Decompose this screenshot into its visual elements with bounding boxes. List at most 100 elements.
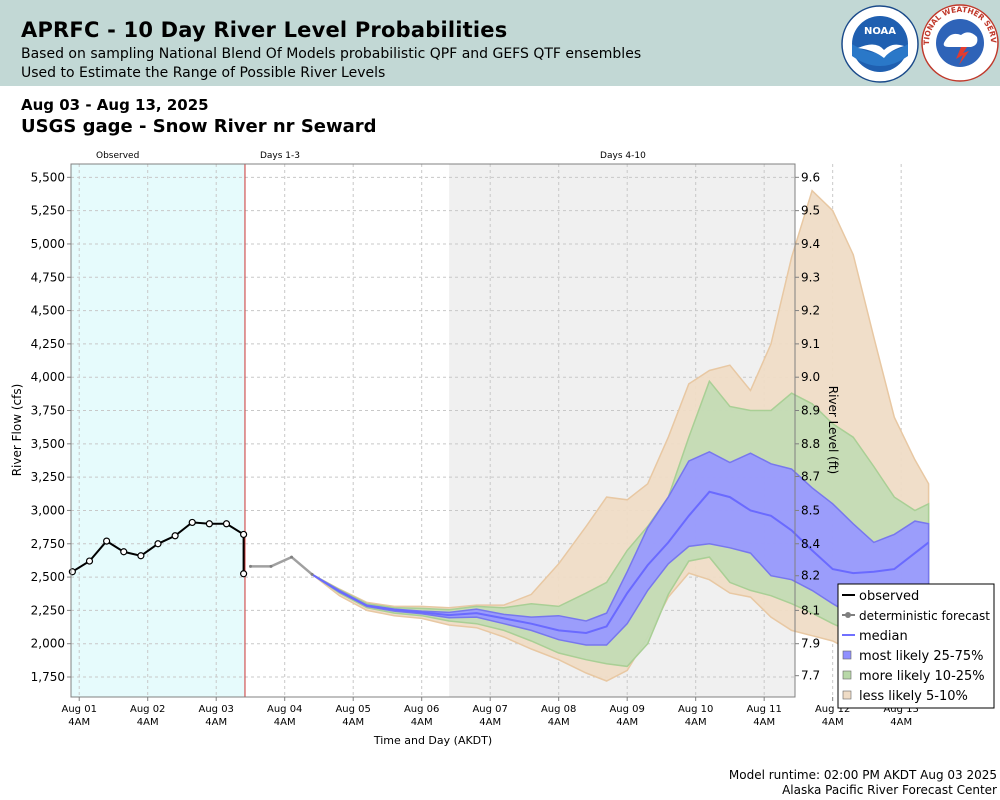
y2-axis-label: River Level (ft) [826, 386, 840, 474]
x-tick-sublabel: 4AM [548, 717, 570, 728]
y-tick-label: 4,250 [31, 337, 65, 351]
legend-label: observed [859, 589, 919, 604]
y-tick-label: 5,250 [31, 204, 65, 218]
y-tick-label: 4,500 [31, 304, 65, 318]
y-tick-label: 3,000 [31, 503, 65, 517]
noaa-logo-text: NOAA [864, 26, 896, 37]
deterministic-forecast-point [290, 555, 294, 559]
date-range: Aug 03 - Aug 13, 2025 [21, 96, 209, 114]
observed-point [222, 520, 231, 528]
y-tick-label: 5,000 [31, 237, 65, 251]
y2-tick-label: 8.9 [801, 404, 820, 418]
y2-tick-label: 7.9 [801, 637, 820, 651]
y2-tick-label: 8.4 [801, 537, 820, 551]
x-tick-sublabel: 4AM [479, 717, 501, 728]
gage-name: USGS gage - Snow River nr Seward [21, 116, 377, 137]
x-axis-label: Time and Day (AKDT) [373, 734, 492, 747]
deterministic-forecast-point [248, 564, 252, 568]
header-banner: APRFC - 10 Day River Level Probabilities… [0, 0, 1000, 86]
x-tick-sublabel: 4AM [616, 717, 638, 728]
x-tick-label: Aug 08 [541, 704, 576, 715]
legend-label: more likely 10-25% [859, 669, 985, 684]
x-tick-sublabel: 4AM [753, 717, 775, 728]
x-tick-sublabel: 4AM [342, 717, 364, 728]
deterministic-forecast-point [269, 564, 273, 568]
legend-swatch [842, 690, 852, 700]
x-tick-sublabel: 4AM [685, 717, 707, 728]
x-tick-label: Aug 11 [746, 704, 781, 715]
x-tick-label: Aug 10 [678, 704, 713, 715]
model-runtime: Model runtime: 02:00 PM AKDT Aug 03 2025 [728, 768, 997, 782]
y2-tick-label: 8.7 [801, 469, 820, 483]
y-tick-label: 2,500 [31, 570, 65, 584]
y-tick-label: 2,250 [31, 603, 65, 617]
x-tick-label: Aug 03 [198, 704, 233, 715]
y-tick-label: 5,500 [31, 170, 65, 184]
x-tick-sublabel: 4AM [822, 717, 844, 728]
legend-label: less likely 5-10% [859, 689, 968, 704]
y-tick-label: 1,750 [31, 670, 65, 684]
river-probability-chart: Observed Days 1-3 Days 4-10 1,750 2,000 2,25… [10, 151, 995, 747]
observed-point [171, 532, 179, 540]
page-subtitle-2: Used to Estimate the Range of Possible R… [21, 65, 386, 81]
y2-tick-label: 9.2 [801, 304, 820, 318]
legend-swatch [842, 670, 852, 680]
x-tick-label: Aug 04 [267, 704, 302, 715]
noaa-logo: NOAA [841, 5, 919, 83]
x-tick-label: Aug 02 [130, 704, 165, 715]
probability-bands [311, 189, 930, 682]
y2-tick-label: 9.0 [801, 370, 820, 384]
y-tick-label: 3,750 [31, 404, 65, 418]
y2-tick-label: 8.8 [801, 437, 820, 451]
y2-tick-label: 7.7 [801, 669, 820, 683]
x-tick-label: Aug 12 [815, 704, 850, 715]
y2-tick-label: 9.3 [801, 270, 820, 284]
x-tick-label: Aug 01 [62, 704, 97, 715]
plot-frame [70, 163, 796, 698]
region-label-0: Observed [96, 151, 139, 161]
observed-point [240, 530, 248, 539]
observed-point [188, 518, 196, 527]
x-tick-label: Aug 13 [883, 704, 918, 715]
x-tick-sublabel: 4AM [137, 717, 159, 728]
y2-tick-label: 9.1 [801, 337, 820, 351]
page-title: APRFC - 10 Day River Level Probabilities [21, 18, 508, 42]
axes: 1,750 2,000 2,250 2,500 2,750 3,000 3,250 3,500… [31, 163, 919, 728]
x-tick-label: Aug 07 [472, 704, 507, 715]
x-tick-label: Aug 09 [609, 704, 644, 715]
median-line [311, 490, 930, 635]
y2-tick-label: 9.5 [801, 204, 820, 218]
observed-point [137, 552, 145, 560]
observed-point [68, 568, 76, 576]
axis-labels: Time and Day (AKDT) River Flow (cfs) Riv… [10, 384, 840, 747]
x-tick-sublabel: 4AM [411, 717, 433, 728]
legend-box [837, 583, 995, 709]
y2-tick-label: 8.1 [801, 603, 820, 617]
y-tick-label: 2,750 [31, 537, 65, 551]
y2-tick-label: 9.4 [801, 237, 820, 251]
forecast-center: Alaska Pacific River Forecast Center [782, 783, 997, 797]
y-tick-label: 3,250 [31, 470, 65, 484]
x-tick-sublabel: 4AM [205, 717, 227, 728]
x-tick-label: Aug 05 [335, 704, 370, 715]
y-tick-label: 3,500 [31, 437, 65, 451]
legend-swatch [842, 650, 852, 660]
nws-logo: NATIONAL WEATHER SERVICE [921, 3, 999, 82]
observed-point [120, 548, 128, 556]
legend: observed deterministic forecast median most… [837, 583, 995, 709]
legend-label: most likely 25-75% [859, 649, 983, 664]
series-lines [68, 164, 930, 697]
deterministic-forecast-line [250, 555, 313, 576]
region-label-1: Days 1-3 [260, 151, 300, 161]
observed-point [85, 557, 94, 565]
x-tick-sublabel: 4AM [274, 717, 296, 728]
y-tick-label: 2,000 [31, 637, 65, 651]
observed-point [240, 570, 248, 578]
y-tick-label: 4,000 [31, 370, 65, 384]
legend-label: median [859, 629, 908, 644]
deterministic-forecast-point [310, 572, 314, 576]
page-subtitle-1: Based on sampling National Blend Of Mode… [21, 46, 642, 62]
band-most-likely-25-75 [311, 450, 930, 646]
legend-label: deterministic forecast [859, 609, 990, 623]
x-tick-label: Aug 06 [404, 704, 439, 715]
